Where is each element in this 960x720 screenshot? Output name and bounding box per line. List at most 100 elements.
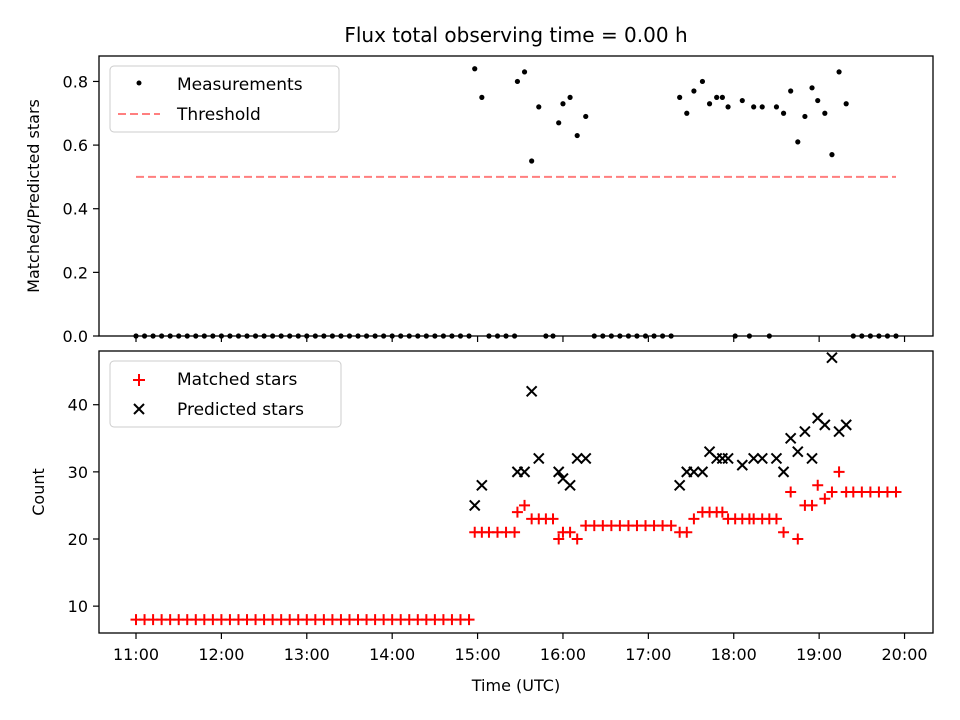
predicted-stars-point — [736, 459, 748, 471]
legend-predicted-label: Predicted stars — [177, 400, 304, 420]
matched-stars-point — [812, 479, 824, 491]
top-axes-frame — [98, 55, 934, 337]
x-tick-label: 18:00 — [711, 645, 757, 664]
predicted-stars-point — [476, 479, 488, 491]
matched-stars-point — [890, 486, 902, 498]
predicted-stars-point — [722, 452, 734, 465]
top-y-tick-label: 0.8 — [63, 72, 88, 91]
predicted-stars-point — [799, 425, 811, 438]
predicted-stars-point — [518, 466, 531, 478]
measurement-point — [691, 88, 697, 94]
bottom-x-ticks: 11:00 12:00 13:00 14:00 15:00 16:00 17:00 18:00… — [113, 633, 928, 664]
matched-stars-point — [509, 526, 521, 538]
predicted-stars-point — [770, 452, 783, 465]
top-y-axis-label: Matched/Predicted stars — [24, 99, 43, 293]
legend-matched-marker — [133, 374, 145, 386]
measurement-point — [560, 101, 566, 107]
measurement-point — [529, 158, 535, 164]
matched-stars-point — [547, 513, 559, 525]
x-tick-label: 15:00 — [455, 645, 501, 664]
predicted-stars-point — [673, 479, 686, 491]
measurement-point — [788, 88, 794, 94]
x-tick-label: 12:00 — [198, 645, 244, 664]
x-tick-label: 16:00 — [540, 645, 586, 664]
top-legend-box — [109, 65, 340, 133]
matched-stars-point — [519, 499, 531, 511]
predicted-stars-point — [826, 352, 838, 364]
top-x-ticks — [135, 336, 906, 342]
x-tick-label: 13:00 — [284, 645, 330, 664]
top-y-tick-label: 0.4 — [63, 200, 88, 219]
bottom-y-tick-label: 10 — [68, 597, 88, 616]
predicted-stars-point — [840, 419, 852, 431]
predicted-stars-point — [792, 446, 804, 458]
measurement-point — [583, 113, 589, 120]
bottom-axes-frame — [98, 350, 934, 634]
measurement-point — [556, 120, 562, 126]
bottom-y-tick-label: 20 — [68, 530, 88, 549]
measurement-point — [714, 94, 720, 100]
measurement-point — [521, 69, 528, 75]
top-data-layer — [133, 66, 899, 339]
predicted-stars-point — [819, 419, 831, 431]
measurement-point — [751, 104, 757, 110]
measurement-point — [677, 94, 683, 100]
bottom-data-layer — [130, 352, 902, 626]
predicted-stars-point — [469, 499, 481, 512]
legend-matched-label: Matched stars — [177, 370, 297, 390]
measurement-point — [472, 66, 478, 72]
matched-stars-point — [553, 533, 565, 545]
predicted-stars-point — [756, 452, 768, 465]
measurement-point — [739, 97, 745, 104]
measurement-point — [567, 94, 573, 100]
matched-stars-point — [463, 614, 475, 626]
x-tick-label: 20:00 — [881, 645, 927, 664]
predicted-stars-point — [564, 479, 576, 491]
measurement-point — [843, 101, 849, 107]
bottom-legend-box — [109, 360, 342, 428]
measurement-point — [836, 69, 842, 75]
matched-stars-point — [511, 506, 523, 518]
bottom-y-axis-label: Count — [29, 468, 48, 516]
measurement-point — [699, 78, 706, 85]
measurement-point — [773, 104, 780, 110]
top-legend: Measurements Threshold — [109, 65, 340, 133]
measurement-point — [815, 97, 821, 104]
measurement-point — [829, 152, 835, 158]
matched-stars-point — [826, 486, 838, 498]
measurement-point — [780, 110, 787, 116]
top-y-tick-label: 0.0 — [63, 327, 88, 346]
bottom-y-tick-label: 40 — [68, 396, 88, 415]
measurement-point — [802, 113, 808, 120]
measurement-point — [479, 94, 485, 100]
measurement-point — [719, 94, 725, 100]
matched-stars-point — [778, 526, 790, 538]
measurement-point — [574, 132, 580, 139]
top-y-tick-label: 0.6 — [63, 136, 88, 155]
predicted-stars-point — [688, 466, 700, 478]
measurement-point — [725, 104, 731, 110]
legend-predicted-marker — [133, 403, 145, 415]
matched-stars-point — [681, 526, 693, 538]
predicted-stars-point — [777, 466, 790, 478]
top-y-tick-label: 0.2 — [63, 263, 88, 282]
measurement-point — [822, 110, 828, 116]
matched-stars-point — [770, 513, 782, 525]
matched-stars-point — [716, 506, 728, 518]
matched-stars-point — [571, 533, 583, 545]
matched-stars-point — [665, 520, 677, 532]
top-panel: 0.00.20.40.60.8 Matched/Predicted stars … — [24, 55, 934, 346]
predicted-stars-point — [552, 466, 565, 478]
bottom-x-axis-label: Time (UTC) — [471, 676, 560, 695]
top-y-ticks: 0.0 0.2 0.4 0.6 0.8 — [63, 72, 99, 346]
matched-stars-point — [785, 486, 797, 498]
predicted-stars-point — [784, 432, 797, 444]
matched-stars-point — [792, 533, 804, 545]
predicted-stars-point — [525, 385, 538, 397]
predicted-stars-point — [806, 452, 818, 465]
predicted-stars-point — [580, 452, 592, 465]
x-tick-label: 11:00 — [113, 645, 159, 664]
measurement-point — [759, 104, 765, 110]
measurement-point — [514, 78, 521, 85]
legend-threshold-label: Threshold — [176, 105, 261, 125]
